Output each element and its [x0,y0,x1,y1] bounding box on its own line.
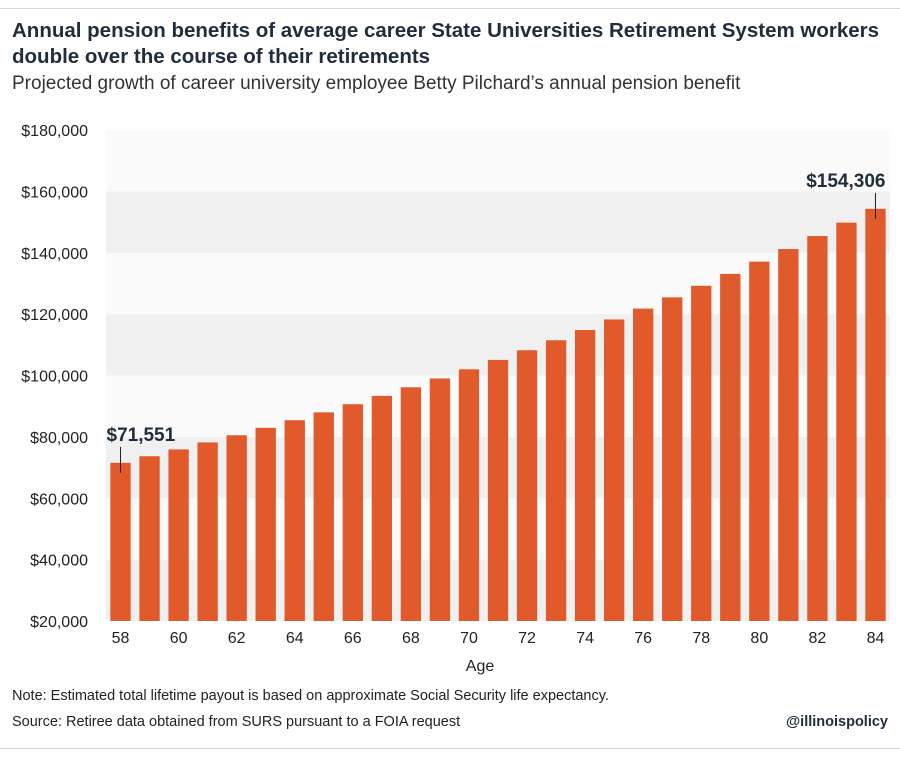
annotation-label: $71,551 [107,425,176,446]
x-tick-label: 76 [634,630,652,647]
grid-band [106,191,890,253]
bar [865,208,886,622]
grid-band [106,252,890,315]
source-line: Source: Retiree data obtained from SURS … [12,714,461,730]
annotation-label: $154,306 [806,171,885,192]
chart-title: Annual pension benefits of average caree… [12,19,880,68]
bar [226,435,247,621]
y-tick-label: $120,000 [21,307,88,324]
bars [110,208,886,622]
bar [662,297,683,621]
x-tick-label: 62 [228,630,246,647]
bar-chart: $20,000 $40,000 $60,000 $80,000 $100,000 $120… [21,123,890,675]
bar [691,285,712,621]
x-tick-label: 64 [286,630,304,647]
brand-handle: @illinoispolicy [786,714,888,730]
bar [574,330,596,621]
x-tick-label: 66 [344,630,362,647]
x-tick-label: 80 [750,630,768,647]
bar [342,404,363,621]
y-tick-label: $20,000 [30,614,88,631]
y-tick-label: $160,000 [21,184,88,201]
x-tick-label: 82 [809,630,827,647]
bar [284,420,305,621]
annotations: $71,551 $154,306 [107,171,885,473]
x-tick-label: 70 [460,630,478,647]
bar [400,387,422,621]
bar [371,395,393,621]
bar [487,359,509,621]
bar [197,442,218,621]
y-axis-ticks: $20,000 $40,000 $60,000 $80,000 $100,000 $120… [21,123,88,631]
x-tick-label: 68 [402,630,420,647]
bar [603,319,625,621]
bottom-rule [0,748,900,749]
x-tick-label: 84 [867,630,885,647]
bar [545,340,567,621]
y-tick-label: $140,000 [21,246,88,263]
y-tick-label: $80,000 [30,430,88,447]
bar [110,462,131,621]
bar [429,378,451,621]
x-axis-ticks: 58 60 62 64 66 68 70 72 74 76 78 80 82 84 [112,630,885,647]
bar [458,369,480,621]
grid-band [106,130,890,192]
bar [313,412,334,621]
x-tick-label: 74 [576,630,594,647]
bar [633,308,654,621]
x-axis-label: Age [466,658,495,675]
y-tick-label: $180,000 [21,123,88,140]
x-tick-label: 72 [518,630,536,647]
bar [836,222,857,621]
y-tick-label: $100,000 [21,369,88,386]
bar [749,261,770,621]
y-tick-label: $60,000 [30,491,88,508]
x-tick-label: 78 [692,630,710,647]
x-tick-label: 58 [112,630,130,647]
chart-subtitle: Projected growth of career university em… [12,73,741,94]
y-tick-label: $40,000 [30,553,88,570]
footnote: Note: Estimated total lifetime payout is… [12,688,609,704]
x-tick-label: 60 [170,630,188,647]
bar [255,427,276,621]
bar [139,456,160,621]
bar [778,249,799,622]
bar [168,449,189,621]
bar [516,350,538,621]
bar [807,236,828,621]
bar [720,273,741,621]
top-rule [0,8,900,9]
